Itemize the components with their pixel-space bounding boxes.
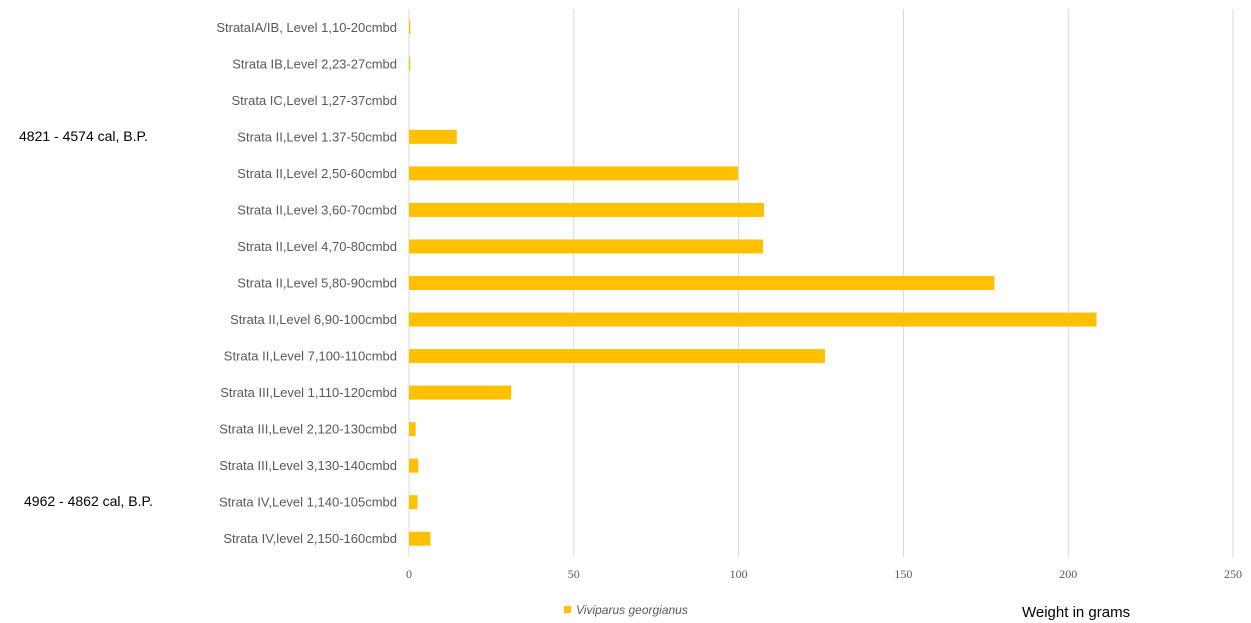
annotation: 4962 - 4862 cal, B.P. <box>24 493 153 509</box>
category-label: Strata III,Level 1,110-120cmbd <box>220 385 397 400</box>
x-tick-label: 250 <box>1224 567 1242 581</box>
bar <box>409 129 457 144</box>
legend: Viviparus georgianus <box>564 603 688 617</box>
category-label: Strata II,Level 1.37-50cmbd <box>237 129 397 144</box>
category-labels: StrataIA/IB, Level 1,10-20cmbd Strata IB,… <box>216 20 397 546</box>
category-label: StrataIA/IB, Level 1,10-20cmbd <box>216 20 397 35</box>
x-tick-label: 150 <box>894 567 912 581</box>
x-tick-labels: 0 50 100 150 200 250 <box>406 567 1242 581</box>
bar <box>409 458 419 473</box>
category-label: Strata II,Level 5,80-90cmbd <box>237 276 397 291</box>
category-label: Strata IV,Level 1,140-105cmbd <box>219 495 397 510</box>
category-label: Strata III,Level 2,120-130cmbd <box>219 422 397 437</box>
bar <box>409 312 1097 327</box>
legend-swatch <box>564 606 571 613</box>
x-tick-label: 100 <box>730 567 748 581</box>
bar <box>409 20 411 35</box>
category-label: Strata III,Level 3,130-140cmbd <box>219 458 397 473</box>
bar <box>409 202 764 217</box>
category-label: Strata IC,Level 1,27-37cmbd <box>232 93 397 108</box>
category-label: Strata II,Level 2,50-60cmbd <box>237 166 397 181</box>
category-label: Strata IV,level 2,150-160cmbd <box>223 531 397 546</box>
category-label: Strata II,Level 7,100-110cmbd <box>224 349 397 364</box>
category-label: Strata II,Level 3,60-70cmbd <box>237 202 397 217</box>
bar <box>409 495 418 510</box>
bar <box>409 531 431 546</box>
bar <box>409 276 995 290</box>
category-label: Strata IB,Level 2,23-27cmbd <box>232 56 397 71</box>
annotations: 4821 - 4574 cal, B.P. 4962 - 4862 cal, B.… <box>19 128 153 509</box>
bar <box>409 349 825 364</box>
category-label: Strata II,Level 4,70-80cmbd <box>237 239 397 254</box>
legend-entry: Viviparus georgianus <box>576 603 688 617</box>
bars <box>409 20 1097 546</box>
category-label: Strata II,Level 6,90-100cmbd <box>230 312 397 327</box>
bar <box>409 166 738 181</box>
bar <box>409 56 411 71</box>
bar <box>409 239 763 254</box>
x-axis-title: Weight in grams <box>1022 604 1130 621</box>
x-tick-label: 0 <box>406 567 412 581</box>
x-tick-label: 200 <box>1059 567 1077 581</box>
x-tick-label: 50 <box>568 567 580 581</box>
annotation: 4821 - 4574 cal, B.P. <box>19 128 148 144</box>
bar <box>409 385 512 400</box>
bar <box>409 422 416 437</box>
